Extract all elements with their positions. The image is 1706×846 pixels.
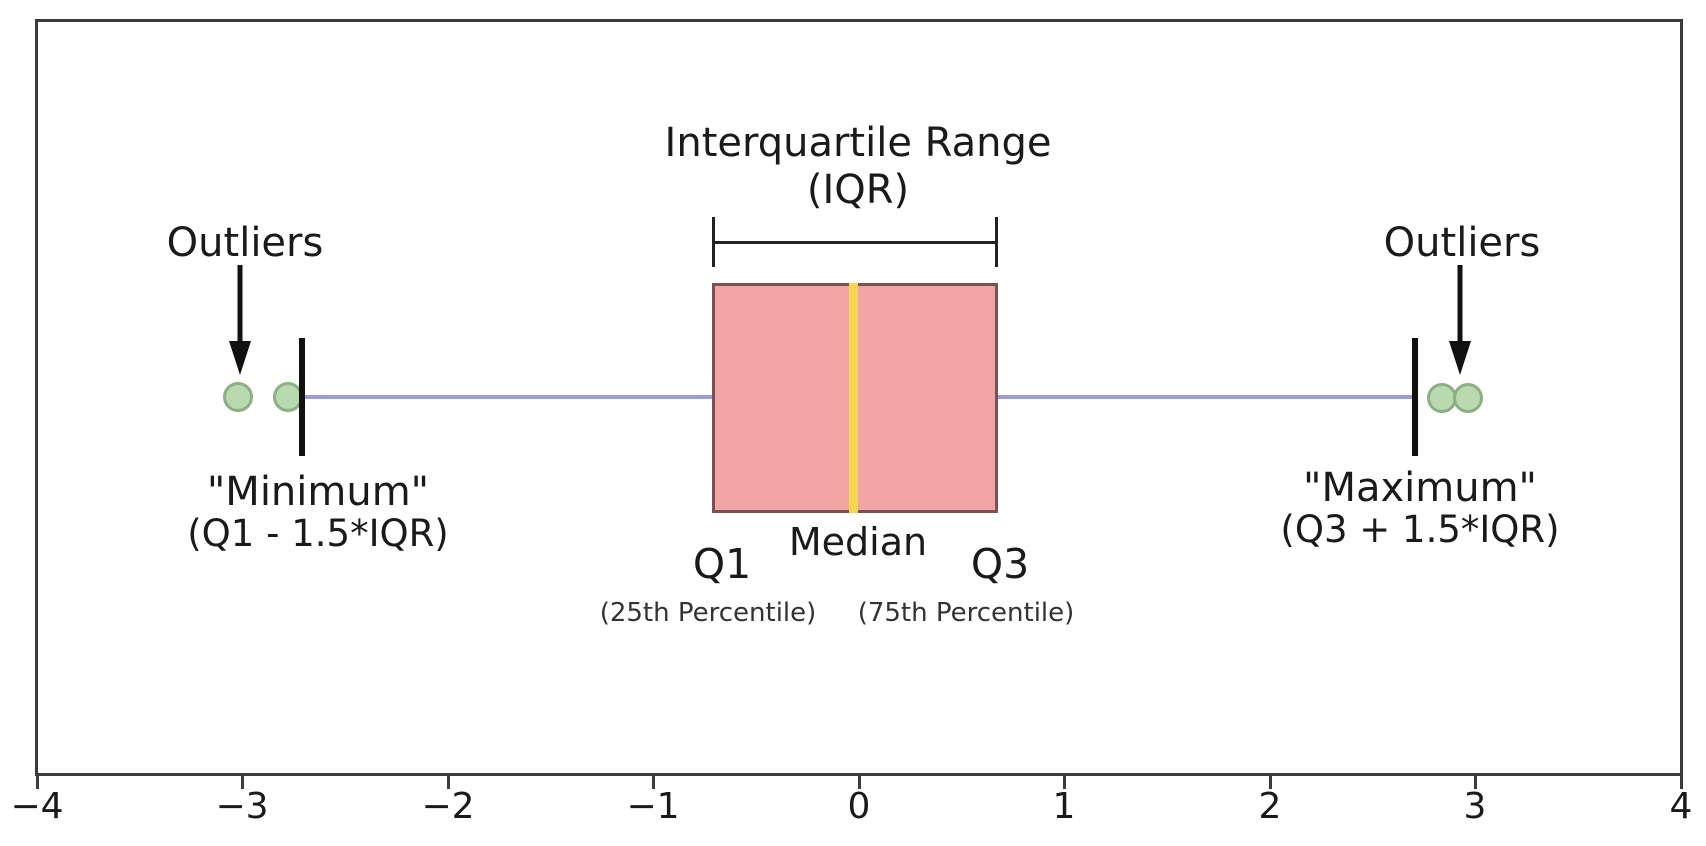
whisker-cap-right xyxy=(1412,338,1418,456)
x-tick-label: −1 xyxy=(626,786,680,827)
iqr-bracket-left-cap xyxy=(712,217,715,267)
x-tick-mark xyxy=(36,776,39,789)
chart-subtitle: (IQR) xyxy=(806,167,910,213)
outlier-point xyxy=(273,382,303,412)
x-tick-mark xyxy=(447,776,450,789)
down-arrow-icon xyxy=(229,265,251,375)
maximum-annotation: "Maximum" (Q3 + 1.5*IQR) xyxy=(1280,466,1559,551)
whisker-cap-left xyxy=(299,338,305,456)
whisker-left xyxy=(303,395,713,399)
whisker-right xyxy=(997,395,1415,399)
maximum-label: "Maximum" xyxy=(1303,465,1537,511)
chart-title: Interquartile Range xyxy=(664,120,1052,166)
maximum-formula: (Q3 + 1.5*IQR) xyxy=(1280,508,1560,551)
iqr-bracket xyxy=(712,241,998,244)
x-tick-label: 1 xyxy=(1052,786,1076,827)
x-tick-label: 4 xyxy=(1669,786,1693,827)
minimum-label: "Minimum" xyxy=(206,469,430,515)
q1-percentile-label: (25th Percentile) xyxy=(599,598,817,628)
outliers-label-right: Outliers xyxy=(1383,220,1541,266)
x-tick-mark xyxy=(1680,776,1683,789)
x-tick-mark xyxy=(1474,776,1477,789)
minimum-formula: (Q1 - 1.5*IQR) xyxy=(187,512,449,555)
x-tick-label: −2 xyxy=(421,786,475,827)
x-tick-label: 0 xyxy=(847,786,871,827)
q3-label: Q3 xyxy=(970,540,1030,588)
plot-border xyxy=(35,19,1683,776)
outliers-label-left: Outliers xyxy=(166,220,324,266)
x-tick-mark xyxy=(652,776,655,789)
median-label: Median xyxy=(788,520,928,564)
x-tick-label: −4 xyxy=(10,786,64,827)
q3-percentile-label: (75th Percentile) xyxy=(857,598,1075,628)
down-arrow-icon xyxy=(1449,265,1471,375)
minimum-annotation: "Minimum" (Q1 - 1.5*IQR) xyxy=(187,470,449,555)
x-tick-mark xyxy=(858,776,861,789)
iqr-bracket-right-cap xyxy=(995,217,998,267)
x-tick-mark xyxy=(1063,776,1066,789)
x-tick-label: 3 xyxy=(1463,786,1487,827)
outlier-point xyxy=(223,382,253,412)
x-tick-mark xyxy=(241,776,244,789)
x-tick-label: −3 xyxy=(215,786,269,827)
x-tick-label: 2 xyxy=(1258,786,1282,827)
median-line xyxy=(849,283,858,513)
outlier-point xyxy=(1453,383,1483,413)
x-tick-mark xyxy=(1269,776,1272,789)
q1-label: Q1 xyxy=(692,540,752,588)
